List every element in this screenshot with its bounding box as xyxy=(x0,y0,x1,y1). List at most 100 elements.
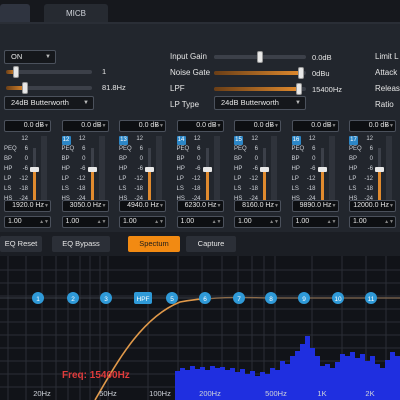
band-gain-slider[interactable] xyxy=(375,148,384,210)
stepper-icon[interactable]: ▲▼ xyxy=(96,203,107,209)
stepper-icon[interactable]: ▲▼ xyxy=(154,123,164,129)
stepper-icon[interactable]: ▲▼ xyxy=(39,203,49,209)
stepper-icon[interactable]: ▲▼ xyxy=(96,219,107,225)
band-filter-type-option[interactable]: BP xyxy=(234,156,243,162)
band-frequency-field[interactable]: 8160.0 Hz ▲▼ xyxy=(234,200,281,212)
band-gain-field[interactable]: 0.0 dB ▲▼ xyxy=(176,120,224,132)
band-filter-type-option[interactable]: LS xyxy=(61,186,69,192)
band-frequency-field[interactable]: 12000.0 Hz ▲▼ xyxy=(349,200,396,212)
band-gain-field[interactable]: 0.0 dB ▲▼ xyxy=(234,120,281,132)
stepper-icon[interactable]: ▲▼ xyxy=(384,123,394,129)
band-filter-type-option[interactable]: HP xyxy=(234,166,243,172)
left-slider-2[interactable] xyxy=(6,82,92,94)
band-gain-slider[interactable] xyxy=(317,148,327,210)
eq-reset-button[interactable]: EQ Reset xyxy=(0,236,42,252)
band-filter-type-option[interactable]: LS xyxy=(291,186,299,192)
left-type-select[interactable]: 24dB Butterworth ▼ xyxy=(4,96,94,110)
band-frequency-field[interactable]: 6230.0 Hz ▲▼ xyxy=(176,200,224,212)
band-filter-type-option[interactable]: HS xyxy=(176,196,185,202)
band-q-field[interactable]: 1.00 ▲▼ xyxy=(4,216,51,228)
eq-bypass-button[interactable]: EQ Bypass xyxy=(52,236,110,252)
band-gain-slider-knob[interactable] xyxy=(317,167,327,172)
tab-active[interactable] xyxy=(0,4,30,24)
stepper-icon[interactable]: ▲▼ xyxy=(326,203,337,209)
band-gain-slider-knob[interactable] xyxy=(87,167,97,172)
band-filter-type-option[interactable]: PEQ xyxy=(4,146,17,152)
left-slider-1-knob[interactable] xyxy=(13,66,19,78)
lpf-knob[interactable] xyxy=(296,83,302,95)
band-gain-slider-knob[interactable] xyxy=(260,167,269,172)
band-filter-type-option[interactable]: BP xyxy=(176,156,185,162)
input-gain-knob[interactable] xyxy=(257,51,263,63)
band-gain-slider[interactable] xyxy=(260,148,269,210)
band-q-field[interactable]: 1.00 ▲▼ xyxy=(119,216,166,228)
band-filter-type-option[interactable]: HS xyxy=(349,196,358,202)
band-filter-type-option[interactable]: HS xyxy=(119,196,128,202)
band-frequency-field[interactable]: 9890.0 Hz ▲▼ xyxy=(291,200,339,212)
on-select[interactable]: ON ▼ xyxy=(4,50,56,64)
band-frequency-field[interactable]: 4940.0 Hz ▲▼ xyxy=(119,200,166,212)
band-filter-type-option[interactable]: BP xyxy=(291,156,300,162)
stepper-icon[interactable]: ▲▼ xyxy=(384,203,394,209)
tab-micb[interactable]: MICB xyxy=(44,4,108,24)
band-filter-type-option[interactable]: HP xyxy=(291,166,300,172)
stepper-icon[interactable]: ▲▼ xyxy=(269,219,279,225)
band-gain-slider[interactable] xyxy=(30,148,39,210)
stepper-icon[interactable]: ▲▼ xyxy=(211,123,222,129)
band-filter-type-option[interactable]: LS xyxy=(4,186,12,192)
stepper-icon[interactable]: ▲▼ xyxy=(211,219,222,225)
band-filter-type-option[interactable]: PEQ xyxy=(61,146,75,152)
stepper-icon[interactable]: ▲▼ xyxy=(39,219,49,225)
band-filter-type-option[interactable]: LP xyxy=(119,176,127,182)
capture-button[interactable]: Capture xyxy=(186,236,236,252)
band-filter-type-option[interactable]: LS xyxy=(119,186,127,192)
band-filter-type-option[interactable]: HS xyxy=(4,196,13,202)
stepper-icon[interactable]: ▲▼ xyxy=(154,219,164,225)
stepper-icon[interactable]: ▲▼ xyxy=(269,203,279,209)
band-filter-type-option[interactable]: PEQ xyxy=(349,146,362,152)
band-q-field[interactable]: 1.00 ▲▼ xyxy=(349,216,396,228)
lp-type-select[interactable]: 24dB Butterworth ▼ xyxy=(214,96,306,110)
band-filter-type-option[interactable]: BP xyxy=(4,156,13,162)
band-filter-type-option[interactable]: HP xyxy=(349,166,358,172)
band-q-field[interactable]: 1.00 ▲▼ xyxy=(234,216,281,228)
band-filter-type-option[interactable]: HS xyxy=(291,196,300,202)
band-filter-type-option[interactable]: PEQ xyxy=(119,146,132,152)
band-filter-type-option[interactable]: PEQ xyxy=(291,146,305,152)
band-filter-type-option[interactable]: LP xyxy=(349,176,357,182)
band-filter-type-option[interactable]: LS xyxy=(349,186,357,192)
eq-response-graph[interactable]: 1 2 3 HPF 5 6 7 8 9 10 11 20Hz 50Hz 100Hz 200Hz 500Hz 1K… xyxy=(0,256,400,400)
stepper-icon[interactable]: ▲▼ xyxy=(96,123,107,129)
band-filter-type-option[interactable]: HS xyxy=(234,196,243,202)
band-filter-type-option[interactable]: PEQ xyxy=(234,146,247,152)
left-slider-1[interactable] xyxy=(6,66,92,78)
stepper-icon[interactable]: ▲▼ xyxy=(269,123,279,129)
left-slider-2-knob[interactable] xyxy=(22,82,28,94)
band-filter-type-option[interactable]: LP xyxy=(234,176,242,182)
band-filter-type-option[interactable]: PEQ xyxy=(176,146,190,152)
band-filter-type-option[interactable]: LS xyxy=(176,186,184,192)
band-filter-type-option[interactable]: HP xyxy=(4,166,13,172)
band-gain-field[interactable]: 0.0 dB ▲▼ xyxy=(4,120,51,132)
band-filter-type-option[interactable]: LP xyxy=(61,176,69,182)
band-q-field[interactable]: 1.00 ▲▼ xyxy=(291,216,339,228)
band-filter-type-option[interactable]: LP xyxy=(176,176,184,182)
noise-gate-slider[interactable] xyxy=(214,67,306,79)
band-filter-type-option[interactable]: BP xyxy=(61,156,70,162)
band-gain-slider-knob[interactable] xyxy=(375,167,384,172)
input-gain-slider[interactable] xyxy=(214,51,306,63)
lpf-slider[interactable] xyxy=(214,83,306,95)
band-gain-slider[interactable] xyxy=(87,148,97,210)
band-filter-type-option[interactable]: BP xyxy=(349,156,358,162)
band-filter-type-option[interactable]: HP xyxy=(61,166,70,172)
band-filter-type-option[interactable]: LP xyxy=(4,176,12,182)
band-frequency-field[interactable]: 1920.0 Hz ▲▼ xyxy=(4,200,51,212)
stepper-icon[interactable]: ▲▼ xyxy=(39,123,49,129)
band-filter-type-option[interactable]: BP xyxy=(119,156,128,162)
band-gain-slider[interactable] xyxy=(202,148,212,210)
band-q-field[interactable]: 1.00 ▲▼ xyxy=(176,216,224,228)
band-gain-field[interactable]: 0.0 dB ▲▼ xyxy=(119,120,166,132)
band-gain-slider-knob[interactable] xyxy=(202,167,212,172)
band-gain-slider-knob[interactable] xyxy=(30,167,39,172)
stepper-icon[interactable]: ▲▼ xyxy=(384,219,394,225)
